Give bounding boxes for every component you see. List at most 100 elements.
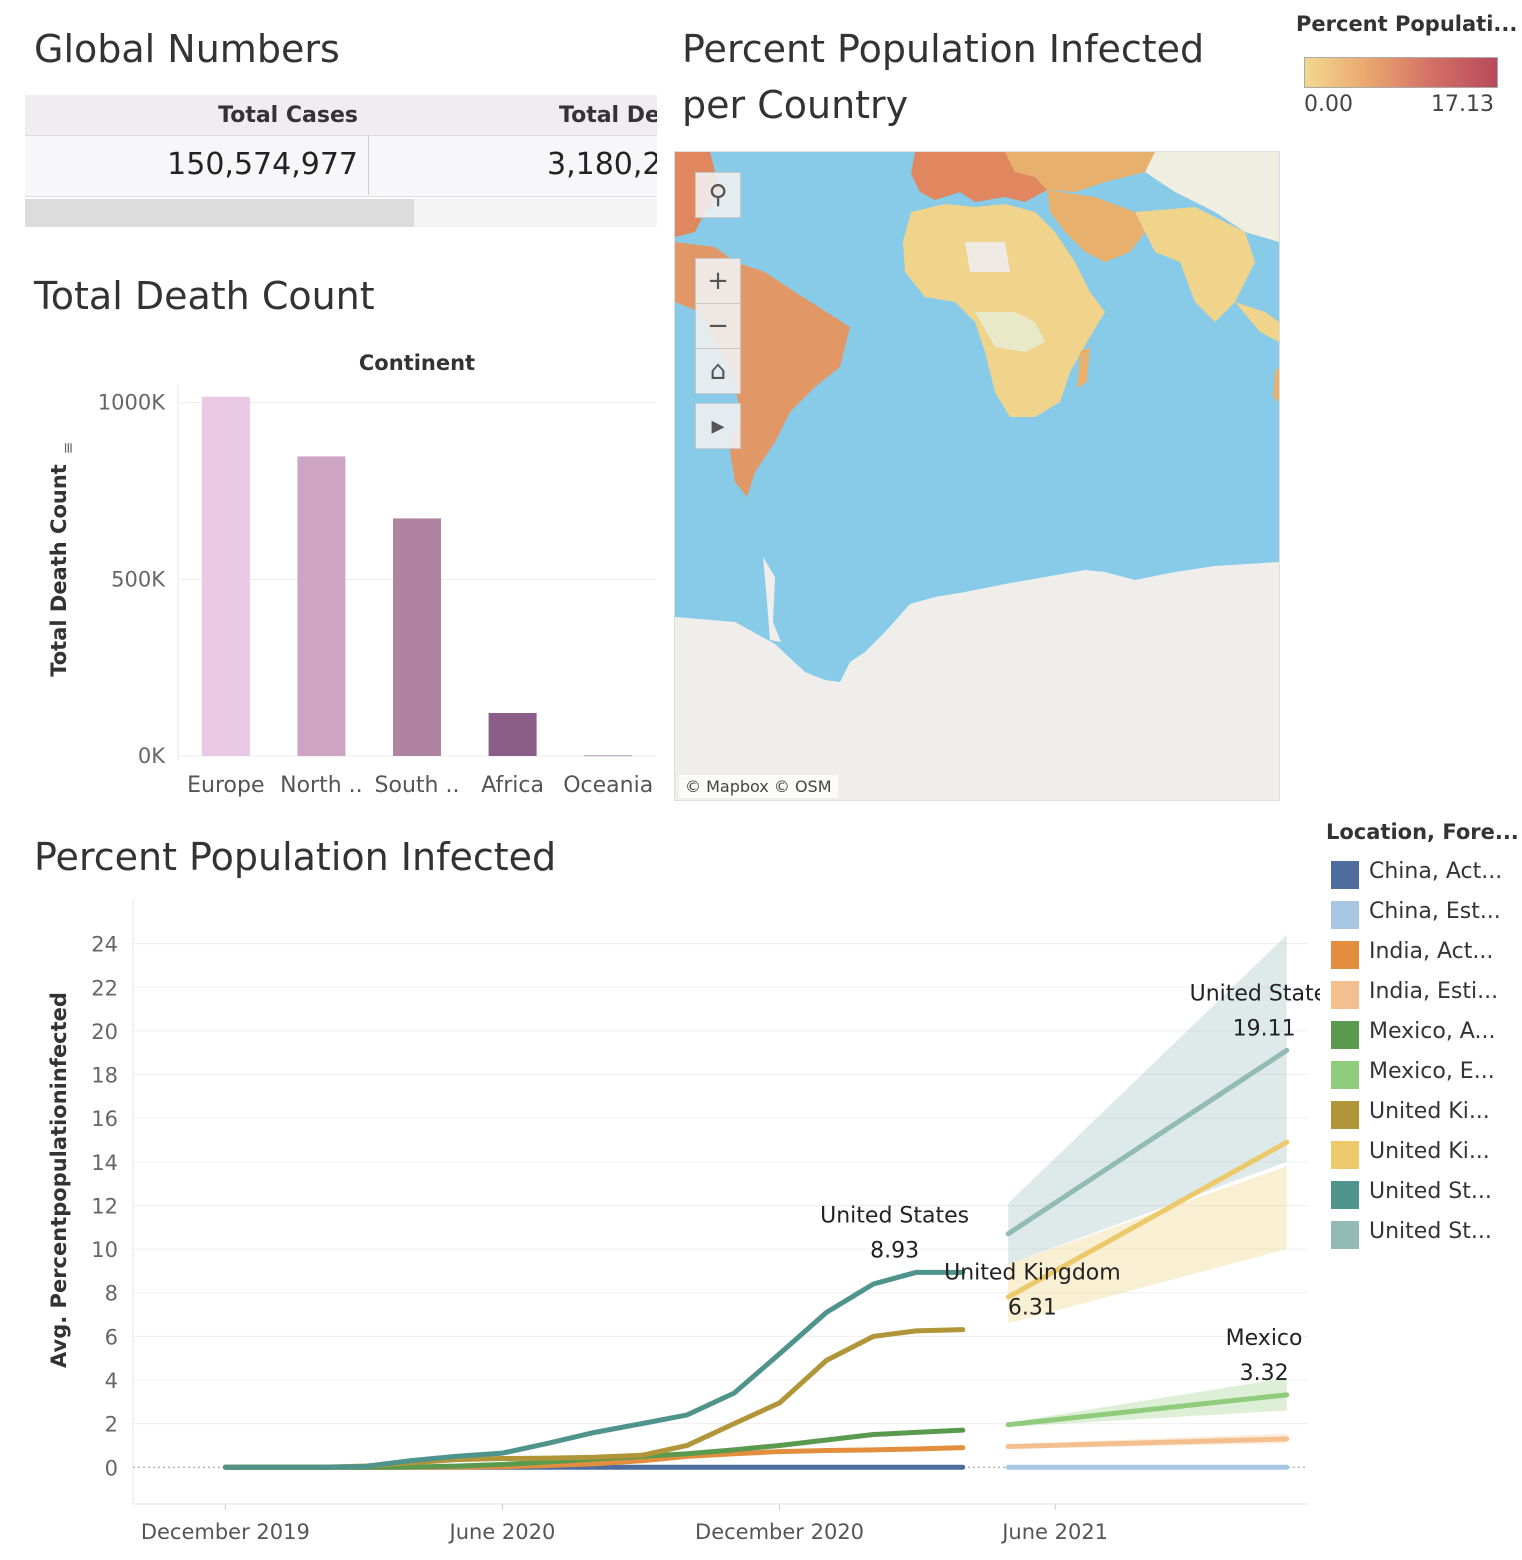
- series-line-9: [1005, 1047, 1290, 1237]
- y-tick-label: 500K: [111, 567, 166, 591]
- legend-label: China, Est...: [1369, 899, 1501, 924]
- forecast-band-7: [1008, 1166, 1287, 1324]
- total-deaths-header[interactable]: Total Dea: [559, 103, 657, 128]
- y-tick-label: 6: [105, 1325, 118, 1349]
- bar-0: [201, 396, 250, 756]
- legend-swatch: [1331, 1181, 1359, 1209]
- map-attribution[interactable]: © Mapbox © OSM: [679, 775, 838, 798]
- y-tick-label: 8: [105, 1282, 118, 1306]
- table-header: [25, 95, 657, 135]
- map-title-line1: Percent Population Infected: [682, 27, 1205, 71]
- y-axis-title: Avg. Percentpopulationinfected: [47, 992, 71, 1368]
- legend-label: China, Act...: [1369, 859, 1503, 884]
- legend-swatch: [1331, 901, 1359, 929]
- death-count-bar-chart: Continent 0K 500K 1000K Total Death Count ≡ Eu…: [47, 351, 656, 798]
- legend-label: United St...: [1369, 1179, 1492, 1204]
- color-legend-max: 17.13: [1431, 92, 1494, 117]
- series-line-6: [222, 1327, 966, 1470]
- play-icon[interactable]: ▸: [695, 403, 741, 449]
- annotation-value-3: 3.32: [1240, 1361, 1289, 1386]
- y-tick-label: 16: [91, 1107, 118, 1131]
- world-map[interactable]: ⚲ + − ⌂ ▸ © Mapbox © OSM: [674, 151, 1280, 801]
- y-tick-label: 10: [91, 1238, 118, 1262]
- continent-header: Continent: [359, 351, 475, 375]
- home-icon[interactable]: ⌂: [695, 348, 741, 394]
- annotation-label-1: United States: [1190, 981, 1320, 1006]
- x-tick-label: South ..: [375, 773, 460, 798]
- series-line-5: [1005, 1392, 1290, 1428]
- eastern-europe-land: [1005, 152, 1155, 192]
- y-tick-label: 2: [105, 1413, 118, 1437]
- legend-label: United Ki...: [1369, 1139, 1490, 1164]
- line-chart-title: Percent Population Infected: [34, 835, 557, 879]
- global-numbers-title: Global Numbers: [34, 27, 340, 71]
- annotation-label-2: United Kingdom: [944, 1261, 1121, 1286]
- x-tick-label: June 2021: [1000, 1520, 1108, 1544]
- y-tick-label: 18: [91, 1064, 118, 1088]
- map-title-line2: per Country: [682, 83, 909, 127]
- x-tick-label: Oceania: [563, 773, 653, 798]
- annotation-value-0: 8.93: [870, 1238, 919, 1263]
- global-numbers-table: Total Cases Total Dea 150,574,977 3,180,…: [25, 95, 657, 232]
- color-legend-gradient: [1304, 57, 1498, 88]
- russia-asia-land: [1145, 152, 1279, 242]
- legend-swatch: [1331, 861, 1359, 889]
- sort-icon: ≡: [59, 442, 77, 455]
- legend-swatch: [1331, 1061, 1359, 1089]
- annotation-label-0: United States: [820, 1203, 969, 1228]
- legend-swatch: [1331, 1101, 1359, 1129]
- x-tick-label: December 2020: [695, 1520, 864, 1544]
- total-cases-header[interactable]: Total Cases: [218, 103, 358, 128]
- y-tick-label: 0: [105, 1456, 118, 1480]
- death-count-title: Total Death Count: [34, 274, 375, 318]
- no-data-region: [965, 242, 1010, 272]
- y-tick-label: 24: [91, 933, 118, 957]
- y-tick-label: 4: [105, 1369, 118, 1393]
- total-deaths-value: 3,180,2: [547, 147, 657, 182]
- middle-east-land: [1047, 190, 1145, 262]
- zoom-out-icon[interactable]: −: [695, 303, 741, 349]
- table-row: [25, 135, 657, 197]
- bar-3: [488, 712, 537, 756]
- legend-label: United Ki...: [1369, 1099, 1490, 1124]
- zoom-in-icon[interactable]: +: [695, 258, 741, 304]
- line-legend-title[interactable]: Location, Fore...: [1326, 820, 1519, 844]
- bar-4: [584, 755, 633, 757]
- legend-label: India, Act...: [1369, 939, 1494, 964]
- antarctica: [675, 562, 1279, 800]
- map-canvas[interactable]: [675, 152, 1279, 800]
- scrollbar-thumb[interactable]: [25, 199, 414, 227]
- search-icon[interactable]: ⚲: [695, 172, 741, 218]
- southeast-asia-land: [1235, 302, 1279, 342]
- color-legend-min: 0.00: [1304, 92, 1353, 117]
- central-africa-land: [975, 312, 1045, 352]
- bar-1: [297, 456, 346, 756]
- y-axis-label: Avg. Percentpopulationinfected: [47, 992, 71, 1368]
- bar-2: [393, 518, 441, 756]
- legend-label: Mexico, E...: [1369, 1059, 1495, 1084]
- y-tick-label: 14: [91, 1151, 118, 1175]
- y-tick-label: 0K: [138, 744, 166, 768]
- series-line-3: [1005, 1436, 1290, 1450]
- legend-label: India, Esti...: [1369, 979, 1499, 1004]
- legend-swatch: [1331, 1141, 1359, 1169]
- madagascar: [1077, 347, 1090, 388]
- y-tick-label: 12: [91, 1194, 118, 1218]
- europe-land: [911, 152, 1047, 202]
- legend-swatch: [1331, 1021, 1359, 1049]
- series-line-7: [1005, 1139, 1290, 1300]
- x-tick-label: June 2020: [448, 1520, 556, 1544]
- y-tick-label: 22: [91, 976, 118, 1000]
- y-tick-label: 20: [91, 1020, 118, 1044]
- legend-swatch: [1331, 1221, 1359, 1249]
- x-tick-label: Africa: [481, 773, 544, 798]
- x-tick-label: Europe: [187, 773, 264, 798]
- antarctic-peninsula: [763, 557, 781, 642]
- legend-swatch: [1331, 941, 1359, 969]
- annotation-value-1: 19.11: [1233, 1016, 1296, 1041]
- series-line-8: [222, 1269, 966, 1470]
- x-tick-label: December 2019: [141, 1520, 310, 1544]
- color-legend-title[interactable]: Percent Populati...: [1296, 12, 1518, 36]
- column-divider: [368, 135, 369, 195]
